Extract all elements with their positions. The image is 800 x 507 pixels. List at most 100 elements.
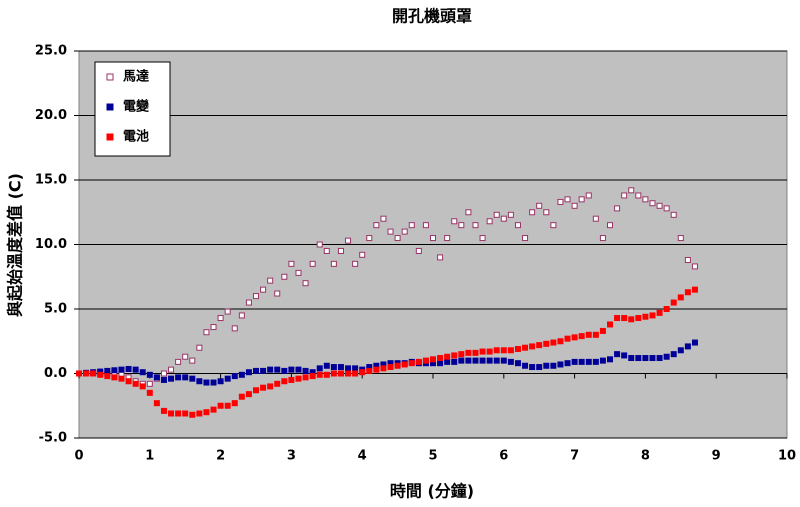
point bbox=[146, 389, 153, 396]
point bbox=[125, 365, 132, 372]
point bbox=[691, 263, 698, 270]
point bbox=[189, 357, 196, 364]
point bbox=[500, 347, 507, 354]
point bbox=[224, 375, 231, 382]
point bbox=[97, 371, 104, 378]
point bbox=[366, 367, 373, 374]
point bbox=[139, 369, 146, 376]
y-tick-label: 10.0 bbox=[35, 237, 67, 252]
point bbox=[437, 355, 444, 362]
point bbox=[557, 361, 564, 368]
point bbox=[458, 357, 465, 364]
point bbox=[160, 370, 167, 377]
point bbox=[238, 393, 245, 400]
point bbox=[168, 375, 175, 382]
x-axis-title: 時間 (分鐘) bbox=[390, 482, 474, 501]
point bbox=[486, 348, 493, 355]
point bbox=[182, 374, 189, 381]
point bbox=[288, 376, 295, 383]
point bbox=[564, 335, 571, 342]
point bbox=[231, 400, 238, 407]
series bbox=[76, 286, 698, 418]
point bbox=[557, 338, 564, 345]
point bbox=[210, 406, 217, 413]
point bbox=[649, 355, 656, 362]
point bbox=[189, 411, 196, 418]
point bbox=[656, 309, 663, 316]
point bbox=[571, 202, 578, 209]
point bbox=[691, 286, 698, 293]
point bbox=[578, 358, 585, 365]
point bbox=[160, 376, 167, 383]
point bbox=[267, 366, 274, 373]
point bbox=[274, 380, 281, 387]
point bbox=[373, 222, 380, 229]
point bbox=[118, 375, 125, 382]
point bbox=[684, 289, 691, 296]
point bbox=[267, 277, 274, 284]
point bbox=[536, 342, 543, 349]
point bbox=[260, 286, 267, 293]
point bbox=[408, 222, 415, 229]
point bbox=[316, 241, 323, 248]
point bbox=[231, 373, 238, 380]
point bbox=[345, 370, 352, 377]
legend-label: 馬達 bbox=[123, 69, 149, 85]
x-tick-label: 2 bbox=[216, 449, 225, 464]
point bbox=[599, 327, 606, 334]
point bbox=[245, 391, 252, 398]
point bbox=[684, 256, 691, 263]
point bbox=[607, 321, 613, 328]
point bbox=[224, 308, 231, 315]
point bbox=[203, 329, 210, 336]
point bbox=[359, 251, 366, 258]
point bbox=[380, 215, 387, 222]
point bbox=[104, 367, 111, 374]
point bbox=[175, 358, 182, 365]
point bbox=[684, 343, 691, 350]
point bbox=[514, 360, 521, 367]
point bbox=[621, 192, 628, 199]
point bbox=[451, 352, 458, 359]
point bbox=[486, 218, 493, 225]
x-tick-label: 10 bbox=[778, 449, 796, 464]
point bbox=[175, 374, 182, 381]
point bbox=[274, 290, 281, 297]
point bbox=[210, 324, 217, 331]
point bbox=[337, 247, 344, 254]
point bbox=[599, 357, 606, 364]
point bbox=[621, 352, 628, 359]
point bbox=[465, 357, 472, 364]
point bbox=[153, 400, 160, 407]
point bbox=[323, 362, 330, 369]
point bbox=[536, 364, 543, 371]
point bbox=[401, 361, 408, 368]
point bbox=[628, 316, 635, 323]
point bbox=[245, 369, 252, 376]
point bbox=[231, 325, 238, 332]
x-tick-label: 9 bbox=[712, 449, 721, 464]
point bbox=[352, 370, 359, 377]
point bbox=[592, 331, 599, 338]
point bbox=[196, 344, 203, 351]
point bbox=[550, 222, 557, 229]
point bbox=[543, 209, 550, 216]
x-tick-label: 0 bbox=[74, 449, 83, 464]
point bbox=[444, 353, 451, 360]
point bbox=[543, 362, 550, 369]
x-tick-label: 4 bbox=[358, 449, 367, 464]
point bbox=[592, 358, 599, 365]
point bbox=[267, 383, 274, 390]
point bbox=[500, 357, 507, 364]
point bbox=[635, 315, 642, 322]
point bbox=[670, 351, 677, 358]
point bbox=[437, 254, 444, 261]
point bbox=[111, 367, 118, 374]
point bbox=[628, 355, 635, 362]
y-tick-label: 25.0 bbox=[35, 44, 67, 59]
point bbox=[458, 351, 465, 358]
y-tick-label: 5.0 bbox=[44, 302, 67, 317]
point bbox=[514, 222, 521, 229]
point bbox=[224, 402, 231, 409]
point bbox=[415, 247, 422, 254]
